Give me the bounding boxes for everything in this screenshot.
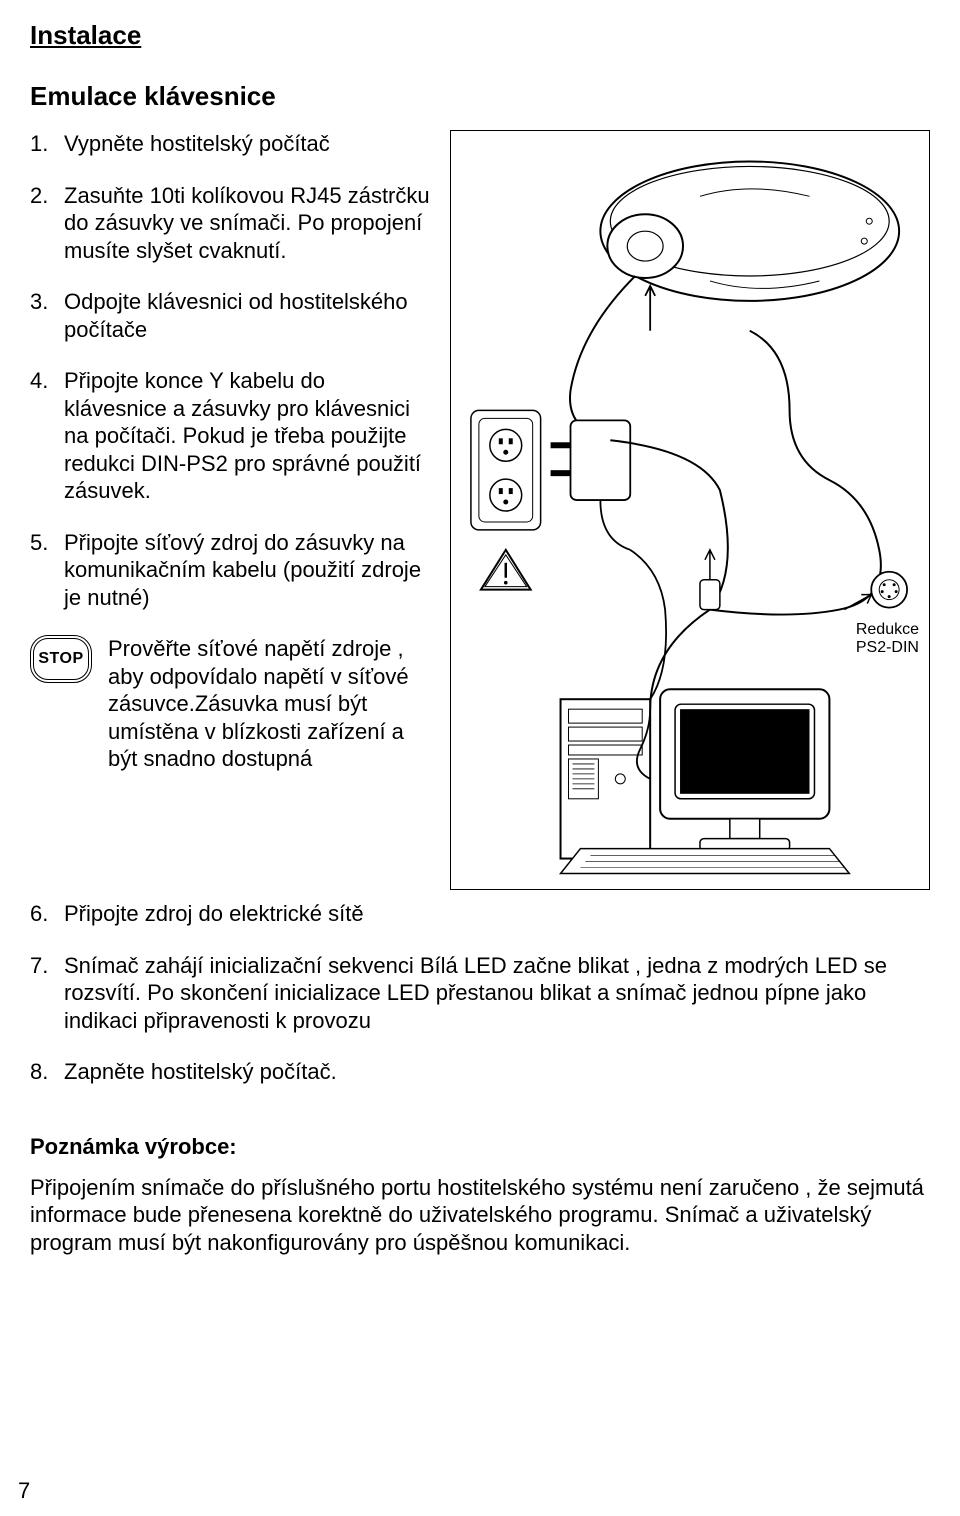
cable-icon bbox=[710, 331, 881, 615]
note-heading: Poznámka výrobce: bbox=[30, 1134, 930, 1160]
step-item: 7. Snímač zahájí inicializační sekvenci … bbox=[30, 952, 930, 1035]
power-adapter-icon bbox=[551, 420, 631, 549]
diagram-label: Redukce PS2-DIN bbox=[856, 621, 919, 656]
arrow-icon bbox=[844, 595, 871, 610]
note-body: Připojením snímače do příslušného portu … bbox=[30, 1174, 930, 1257]
din-connector-icon bbox=[871, 572, 907, 608]
step-text: Připojte síťový zdroj do zásuvky na komu… bbox=[64, 529, 430, 612]
section-title: Emulace klávesnice bbox=[30, 81, 930, 112]
step-item: 8. Zapněte hostitelský počítač. bbox=[30, 1058, 930, 1086]
step-item: 5. Připojte síťový zdroj do zásuvky na k… bbox=[30, 529, 430, 612]
scanner-icon bbox=[600, 161, 899, 300]
step-number: 7. bbox=[30, 952, 64, 1035]
step-number: 6. bbox=[30, 900, 64, 928]
step-number: 1. bbox=[30, 130, 64, 158]
stop-callout: STOP Prověřte síťové napětí zdroje , aby… bbox=[30, 635, 430, 773]
step-item: 2. Zasuňte 10ti kolíkovou RJ45 zástrčku … bbox=[30, 182, 430, 265]
step-item: 4. Připojte konce Y kabelu do klávesnice… bbox=[30, 367, 430, 505]
step-number: 2. bbox=[30, 182, 64, 265]
arrow-icon bbox=[705, 550, 715, 580]
step-item: 6. Připojte zdroj do elektrické sítě bbox=[30, 900, 930, 928]
diagram-svg bbox=[451, 131, 929, 889]
left-column: 1. Vypněte hostitelský počítač 2. Zasuňt… bbox=[30, 130, 430, 890]
step-number: 4. bbox=[30, 367, 64, 505]
page-number: 7 bbox=[18, 1478, 30, 1504]
step-text: Připojte konce Y kabelu do klávesnice a … bbox=[64, 367, 430, 505]
computer-icon bbox=[561, 689, 850, 873]
step-item: 1. Vypněte hostitelský počítač bbox=[30, 130, 430, 158]
wall-outlet-icon bbox=[471, 410, 541, 529]
step-number: 5. bbox=[30, 529, 64, 612]
step-text: Snímač zahájí inicializační sekvenci Bíl… bbox=[64, 952, 930, 1035]
step-text: Zasuňte 10ti kolíkovou RJ45 zástrčku do … bbox=[64, 182, 430, 265]
step-text: Odpojte klávesnici od hostitelského počí… bbox=[64, 288, 430, 343]
cable-icon bbox=[630, 550, 666, 699]
cable-icon bbox=[570, 276, 635, 440]
diagram-label-line1: Redukce bbox=[856, 621, 919, 638]
step-text: Vypněte hostitelský počítač bbox=[64, 130, 430, 158]
two-column-layout: 1. Vypněte hostitelský počítač 2. Zasuňt… bbox=[30, 130, 930, 890]
diagram-label-line2: PS2-DIN bbox=[856, 639, 919, 656]
step-number: 3. bbox=[30, 288, 64, 343]
stop-icon: STOP bbox=[30, 635, 92, 683]
arrow-icon bbox=[645, 286, 655, 331]
right-column: Redukce PS2-DIN bbox=[450, 130, 930, 890]
installation-diagram: Redukce PS2-DIN bbox=[450, 130, 930, 890]
step-number: 8. bbox=[30, 1058, 64, 1086]
connector-icon bbox=[700, 580, 720, 610]
warning-icon bbox=[481, 550, 531, 590]
page-title: Instalace bbox=[30, 20, 930, 51]
step-item: 3. Odpojte klávesnici od hostitelského p… bbox=[30, 288, 430, 343]
steps-list-upper: 1. Vypněte hostitelský počítač 2. Zasuňt… bbox=[30, 130, 430, 611]
step-text: Připojte zdroj do elektrické sítě bbox=[64, 900, 930, 928]
steps-list-lower: 6. Připojte zdroj do elektrické sítě 7. … bbox=[30, 900, 930, 1086]
stop-text: Prověřte síťové napětí zdroje , aby odpo… bbox=[102, 635, 430, 773]
step-text: Zapněte hostitelský počítač. bbox=[64, 1058, 930, 1086]
